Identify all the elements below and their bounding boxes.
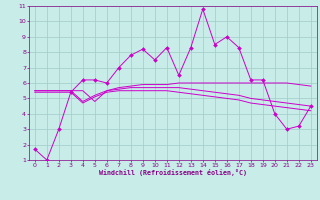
X-axis label: Windchill (Refroidissement éolien,°C): Windchill (Refroidissement éolien,°C)	[99, 169, 247, 176]
